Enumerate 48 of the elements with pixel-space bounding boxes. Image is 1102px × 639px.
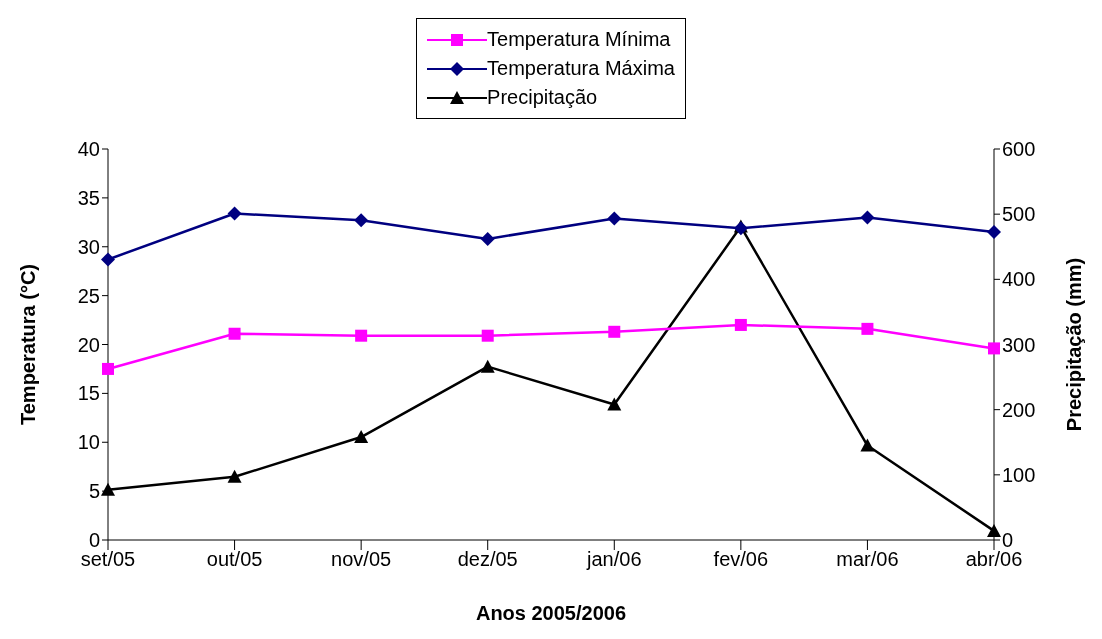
y2-tick-label: 600 [1002,138,1036,161]
y-tick-label: 25 [77,284,100,307]
y2-tick-label: 100 [1002,463,1036,486]
point [861,322,874,335]
y-tick-label: 5 [88,480,100,503]
point [228,327,241,340]
x-axis-title: Anos 2005/2006 [475,602,627,624]
y2-axis-title: Precipitação (mm) [1063,257,1086,432]
point [860,210,875,225]
y-axis-title: Temperatura (°C) [17,264,40,425]
point [607,211,622,226]
y-tick-label: 15 [77,382,100,405]
point [607,397,622,411]
legend-label: Temperatura Mínima [487,28,671,51]
x-tick-label: mar/06 [836,548,899,571]
point [988,342,1000,355]
point [354,213,369,228]
point [227,469,242,483]
y2-tick-label: 200 [1002,398,1036,421]
x-tick-label: jan/06 [586,548,642,571]
y2-tick-label: 400 [1002,268,1036,291]
x-tick-label: fev/06 [713,548,769,571]
y2-tick-label: 300 [1002,333,1036,356]
y-tick-label: 40 [77,138,100,161]
point [227,206,242,221]
point [102,362,114,375]
y2-tick-label: 500 [1002,203,1036,226]
legend-label: Precipitação [487,86,598,109]
point [480,359,495,373]
x-tick-label: out/05 [206,548,263,571]
y-tick-label: 35 [77,186,100,209]
point [480,231,495,246]
x-tick-label: dez/05 [457,548,518,571]
point [987,225,1001,240]
point [354,430,369,444]
x-tick-label: nov/05 [331,548,392,571]
point [608,325,621,338]
y-tick-label: 30 [77,235,100,258]
point [987,523,1001,537]
point [101,252,115,267]
legend-label: Temperatura Máxima [487,57,675,80]
point [481,329,494,342]
y-tick-label: 20 [77,333,100,356]
y-tick-label: 10 [77,431,100,454]
point [355,329,368,342]
point [860,438,875,452]
point [734,318,747,331]
point [101,482,115,496]
